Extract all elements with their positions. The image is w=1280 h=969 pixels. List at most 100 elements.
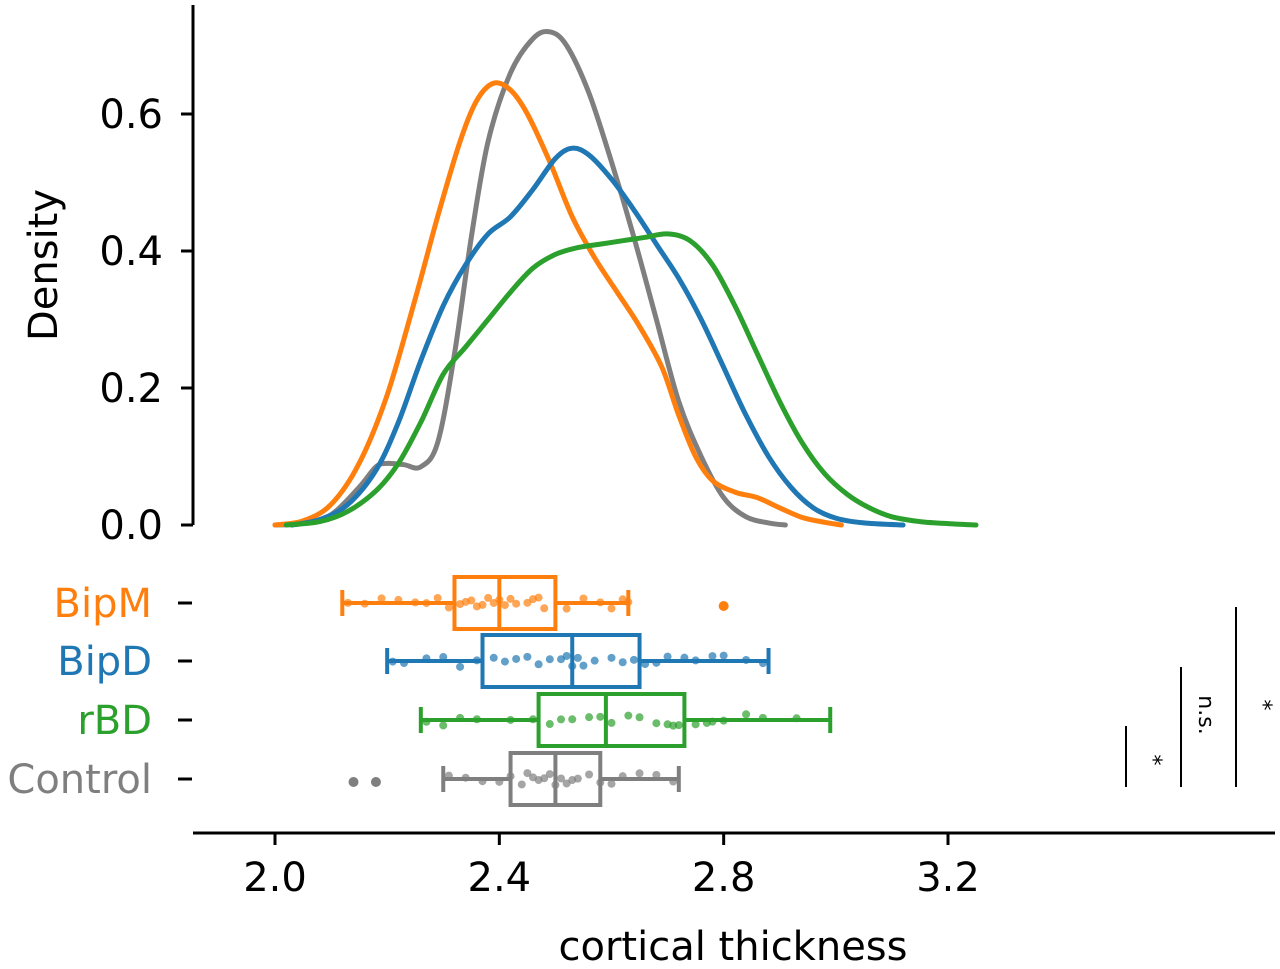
data-point-bipd	[680, 653, 689, 662]
boxplot-panel: 2.0 2.4 2.8 3.2 BipM BipD rBD Control * n.s. *	[7, 575, 1275, 901]
data-point-control	[444, 771, 453, 780]
data-point-bipd	[607, 653, 616, 662]
data-point-bipm	[540, 604, 549, 613]
significance-label: n.s.	[1193, 695, 1218, 734]
data-point-bipm	[478, 600, 487, 609]
data-point-rbd	[652, 719, 661, 728]
data-point-rbd	[792, 714, 801, 723]
data-point-bipd	[641, 660, 650, 669]
box-rbd	[536, 692, 687, 748]
data-point-bipd	[545, 655, 554, 664]
data-point-rbd	[585, 713, 594, 722]
data-point-rbd	[596, 712, 605, 721]
data-point-rbd	[528, 715, 537, 724]
data-point-control	[635, 769, 644, 778]
data-point-bipm	[394, 595, 403, 604]
data-point-rbd	[557, 715, 566, 724]
data-point-rbd	[439, 721, 448, 730]
density-panel: 0.0 0.2 0.4 0.6	[99, 5, 979, 549]
data-point-bipm	[562, 604, 571, 613]
data-point-rbd	[708, 717, 717, 726]
density-line-bipd	[289, 145, 906, 528]
data-point-bipd	[663, 652, 672, 661]
data-point-rbd	[719, 716, 728, 725]
x-axis-label: cortical thickness	[559, 924, 908, 969]
data-point-rbd	[758, 713, 767, 722]
data-point-control	[669, 777, 678, 786]
data-point-control	[573, 774, 582, 783]
data-point-bipd	[472, 656, 481, 665]
significance-label: *	[1140, 755, 1165, 766]
data-point-bipd	[562, 651, 571, 660]
density-line-rbd	[283, 231, 979, 528]
data-point-rbd	[742, 710, 751, 719]
data-point-bipm	[512, 599, 521, 608]
data-point-control	[540, 774, 549, 783]
y-axis-label: Density	[21, 189, 67, 341]
data-point-bipd	[590, 656, 599, 665]
group-label-bipm: BipM	[54, 581, 152, 627]
data-point-bipm	[377, 594, 386, 603]
data-point-control	[557, 774, 566, 783]
box-bipm	[452, 575, 558, 631]
data-point-rbd	[568, 715, 577, 724]
data-point-bipm	[360, 599, 369, 608]
data-point-rbd	[456, 713, 465, 722]
data-point-bipd	[439, 653, 448, 662]
data-point-bipm	[506, 594, 515, 603]
data-point-bipd	[708, 652, 717, 661]
data-point-bipd	[629, 655, 638, 664]
data-point-control	[478, 777, 487, 786]
data-point-bipm	[534, 593, 543, 602]
data-point-rbd	[472, 715, 481, 724]
data-point-rbd	[607, 718, 616, 727]
group-label-rbd: rBD	[77, 698, 152, 744]
x-tick-label: 2.8	[692, 855, 756, 901]
data-point-bipm	[579, 594, 588, 603]
group-label-bipd: BipD	[57, 639, 152, 685]
data-point-bipm	[607, 604, 616, 613]
box-bipd	[480, 633, 642, 689]
data-point-bipd	[523, 652, 532, 661]
data-point-bipd	[691, 656, 700, 665]
data-point-bipm	[624, 598, 633, 607]
data-point-control	[461, 773, 470, 782]
data-point-bipm	[495, 595, 504, 604]
significance-label: *	[1250, 700, 1275, 711]
data-point-control	[523, 769, 532, 778]
data-point-bipd	[758, 659, 767, 668]
data-point-bipd	[399, 659, 408, 668]
data-point-bipd	[388, 657, 397, 666]
data-point-control	[551, 780, 560, 789]
data-point-bipm	[500, 601, 509, 610]
x-tick-label: 2.0	[243, 855, 307, 901]
data-point-control	[506, 772, 515, 781]
y-tick-label: 0.0	[99, 503, 163, 549]
data-point-bipd	[568, 662, 577, 671]
data-point-bipd	[456, 662, 465, 671]
data-point-rbd	[422, 717, 431, 726]
data-point-control	[495, 777, 504, 786]
data-point-bipm	[484, 593, 493, 602]
data-point-bipm	[444, 603, 453, 612]
x-tick-label: 2.4	[468, 855, 532, 901]
data-point-bipm	[467, 596, 476, 605]
data-point-rbd	[545, 720, 554, 729]
data-point-bipd	[579, 661, 588, 670]
data-point-rbd	[691, 720, 700, 729]
data-point-bipd	[573, 653, 582, 662]
data-point-bipm	[433, 593, 442, 602]
data-point-bipd	[652, 658, 661, 667]
data-point-control	[607, 779, 616, 788]
density-line-control	[272, 28, 788, 528]
data-point-bipd	[742, 655, 751, 664]
x-tick-label: 3.2	[916, 855, 980, 901]
data-point-bipm	[422, 599, 431, 608]
data-point-bipd	[719, 651, 728, 660]
data-point-rbd	[674, 721, 683, 730]
data-point-bipd	[512, 654, 521, 663]
data-point-bipd	[618, 658, 627, 667]
data-point-bipd	[534, 660, 543, 669]
outlier-control	[348, 777, 359, 787]
